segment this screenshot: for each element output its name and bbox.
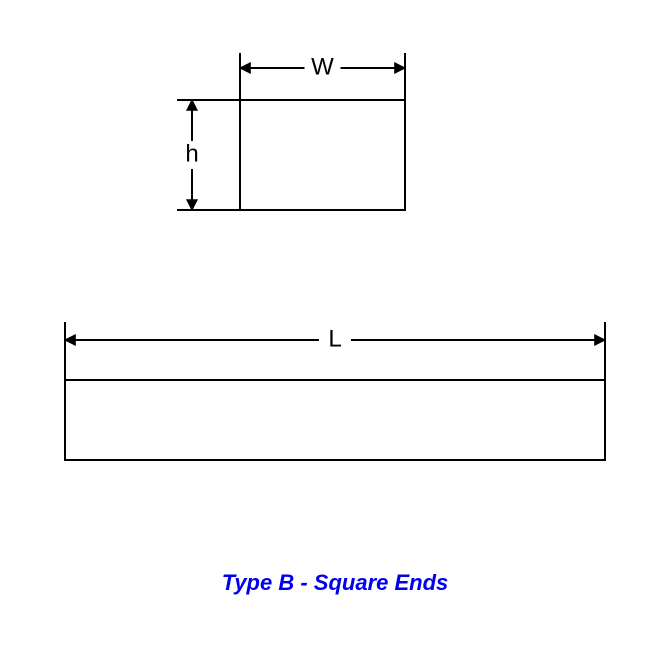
svg-text:W: W [311, 53, 334, 80]
diagram-caption: Type B - Square Ends [0, 570, 670, 596]
svg-text:h: h [185, 140, 198, 167]
svg-text:L: L [328, 325, 341, 352]
